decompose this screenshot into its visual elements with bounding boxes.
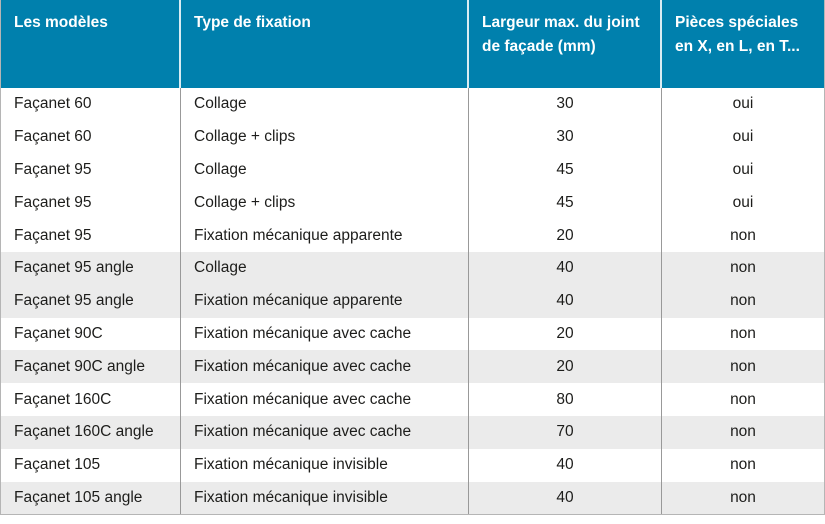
joint-width-cell: 70 bbox=[469, 415, 662, 449]
joint-width-cell: 45 bbox=[469, 153, 662, 187]
table-row: Façanet 105 angle Fixation mécanique inv… bbox=[1, 481, 824, 515]
joint-width-cell: 40 bbox=[469, 284, 662, 318]
model-cell: Façanet 60 bbox=[1, 120, 181, 154]
table-body: Façanet 60 Collage 30 oui Façanet 60 Col… bbox=[1, 88, 824, 515]
special-pieces-cell: non bbox=[730, 423, 756, 441]
special-pieces-cell: non bbox=[730, 456, 756, 474]
table-row: Façanet 95 Fixation mécanique apparente … bbox=[1, 219, 824, 252]
joint-width-cell: 20 bbox=[469, 350, 662, 384]
model-cell: Façanet 160C angle bbox=[1, 415, 181, 449]
special-pieces-cell: oui bbox=[732, 193, 754, 211]
special-pieces-cell: non bbox=[730, 324, 756, 342]
model-cell: Façanet 95 bbox=[1, 153, 181, 187]
special-pieces-cell: non bbox=[730, 488, 756, 506]
model-cell: Façanet 90C bbox=[1, 317, 181, 351]
joint-width-cell: 40 bbox=[469, 448, 662, 482]
joint-width-cell: 45 bbox=[469, 186, 662, 220]
fixation-cell: Collage + clips bbox=[181, 186, 469, 220]
special-pieces-cell: oui bbox=[732, 128, 754, 146]
joint-width-cell: 20 bbox=[469, 219, 662, 252]
column-header-special-pieces: Pièces spéciales en X, en L, en T... bbox=[675, 14, 800, 56]
column-header-fixation-type: Type de fixation bbox=[181, 0, 469, 88]
special-pieces-cell: non bbox=[730, 226, 756, 244]
special-pieces-cell: non bbox=[730, 292, 756, 310]
joint-width-cell: 40 bbox=[469, 251, 662, 285]
table-row: Façanet 95 angle Fixation mécanique appa… bbox=[1, 284, 824, 318]
special-pieces-cell: oui bbox=[732, 95, 754, 113]
joint-width-cell: 20 bbox=[469, 317, 662, 351]
model-cell: Façanet 95 angle bbox=[1, 251, 181, 285]
model-cell: Façanet 90C angle bbox=[1, 350, 181, 384]
table-row: Façanet 105 Fixation mécanique invisible… bbox=[1, 448, 824, 482]
special-pieces-cell: non bbox=[730, 390, 756, 408]
fixation-cell: Fixation mécanique avec cache bbox=[181, 350, 469, 384]
table-row: Façanet 160C Fixation mécanique avec cac… bbox=[1, 383, 824, 416]
table-row: Façanet 95 Collage + clips 45 oui bbox=[1, 186, 824, 220]
joint-width-cell: 40 bbox=[469, 481, 662, 515]
model-cell: Façanet 95 bbox=[1, 186, 181, 220]
fixation-cell: Fixation mécanique invisible bbox=[181, 481, 469, 515]
fixation-cell: Fixation mécanique avec cache bbox=[181, 317, 469, 351]
fixation-cell: Fixation mécanique apparente bbox=[181, 219, 469, 252]
table-row: Façanet 90C angle Fixation mécanique ave… bbox=[1, 350, 824, 384]
model-cell: Façanet 95 bbox=[1, 219, 181, 252]
fixation-cell: Collage + clips bbox=[181, 120, 469, 154]
fixation-cell: Fixation mécanique avec cache bbox=[181, 415, 469, 449]
fixation-cell: Collage bbox=[181, 153, 469, 187]
model-cell: Façanet 160C bbox=[1, 383, 181, 416]
table-row: Façanet 60 Collage + clips 30 oui bbox=[1, 120, 824, 154]
special-pieces-cell: non bbox=[730, 357, 756, 375]
special-pieces-cell: non bbox=[730, 259, 756, 277]
fixation-cell: Collage bbox=[181, 88, 469, 121]
table-row: Façanet 160C angle Fixation mécanique av… bbox=[1, 415, 824, 449]
table-row: Façanet 60 Collage 30 oui bbox=[1, 88, 824, 121]
model-cell: Façanet 60 bbox=[1, 88, 181, 121]
column-header-max-joint-width: Largeur max. du joint de façade (mm) bbox=[469, 0, 662, 88]
special-pieces-cell: oui bbox=[732, 160, 754, 178]
fixation-cell: Fixation mécanique invisible bbox=[181, 448, 469, 482]
joint-width-cell: 30 bbox=[469, 88, 662, 121]
model-cell: Façanet 105 angle bbox=[1, 481, 181, 515]
fixation-cell: Collage bbox=[181, 251, 469, 285]
model-cell: Façanet 105 bbox=[1, 448, 181, 482]
column-header-models: Les modèles bbox=[1, 0, 181, 88]
joint-width-cell: 30 bbox=[469, 120, 662, 154]
fixation-cell: Fixation mécanique avec cache bbox=[181, 383, 469, 416]
table-row: Façanet 90C Fixation mécanique avec cach… bbox=[1, 317, 824, 351]
table-header-row: Les modèles Type de fixation Largeur max… bbox=[1, 0, 824, 88]
joint-width-cell: 80 bbox=[469, 383, 662, 416]
table-row: Façanet 95 angle Collage 40 non bbox=[1, 251, 824, 285]
model-cell: Façanet 95 angle bbox=[1, 284, 181, 318]
table-row: Façanet 95 Collage 45 oui bbox=[1, 153, 824, 187]
fixation-cell: Fixation mécanique apparente bbox=[181, 284, 469, 318]
